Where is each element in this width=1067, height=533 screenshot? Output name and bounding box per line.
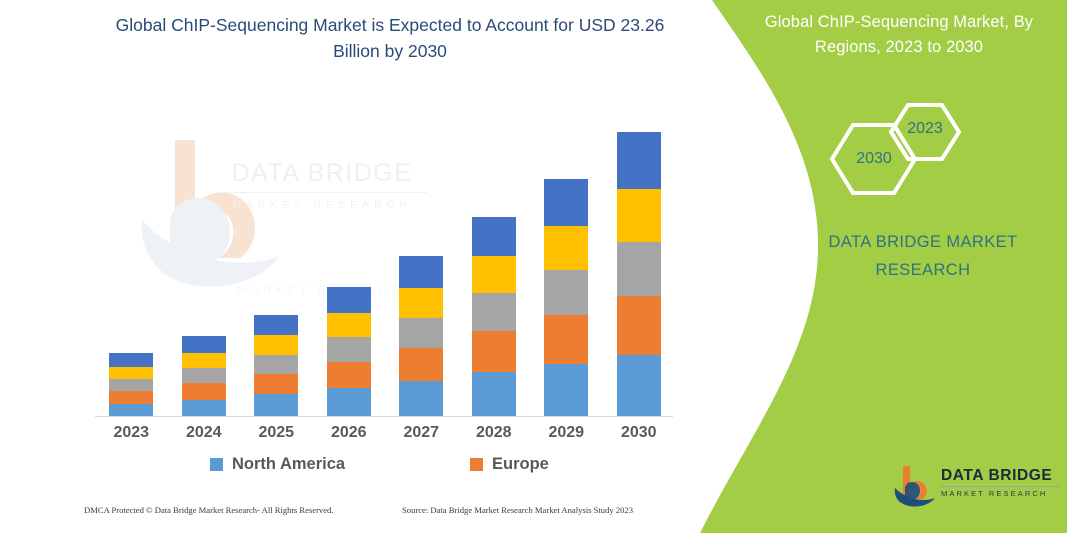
bar-segment-series-4: [109, 366, 154, 380]
x-axis-labels: 2023 2024 2025 2026 2027 2028 2029 2030: [95, 424, 675, 450]
x-axis-label-2029: 2029: [548, 424, 585, 441]
x-axis-line: [95, 416, 673, 417]
bar-segment-europe: [616, 296, 661, 355]
bar-segment-europe: [544, 314, 589, 364]
bar-segment-north-america: [616, 354, 661, 417]
footer-source: Source: Data Bridge Market Research Mark…: [402, 505, 634, 515]
bar-segment-series-4: [181, 352, 226, 368]
bar-segment-series-3: [109, 379, 154, 392]
bar-2028: [471, 217, 516, 417]
hexagon-group: 2030 2023: [820, 96, 1020, 214]
bar-segment-series-4: [544, 225, 589, 270]
bar-segment-series-4: [399, 287, 444, 318]
logo-wordmark: DATA BRIDGE MARKET RESEARCH: [941, 467, 1063, 499]
bar-segment-series-5: [254, 314, 299, 336]
bar-segment-series-3: [399, 317, 444, 349]
logo-tagline: MARKET RESEARCH: [941, 489, 1048, 498]
bar-segment-europe: [254, 374, 299, 395]
bar-segment-series-5: [616, 132, 661, 189]
bar-segment-north-america: [544, 363, 589, 417]
right-panel-title: Global ChIP-Sequencing Market, By Region…: [764, 13, 1034, 56]
bar-segment-north-america: [181, 399, 226, 417]
logo-divider: [941, 486, 1059, 487]
bar-segment-series-5: [399, 256, 444, 288]
bar-segment-series-5: [544, 179, 589, 226]
legend-item-europe[interactable]: Europe: [470, 455, 549, 474]
bar-segment-north-america: [399, 381, 444, 417]
bar-segment-north-america: [471, 371, 516, 417]
stacked-bar-plot: [95, 120, 675, 417]
bar-segment-europe: [181, 383, 226, 400]
bar-2029: [544, 179, 589, 417]
legend-swatch-icon: [210, 458, 223, 471]
bar-segment-north-america: [109, 403, 154, 417]
chart-title: Global ChIP-Sequencing Market is Expecte…: [115, 15, 665, 61]
bar-segment-europe: [109, 391, 154, 404]
bar-2026: [326, 286, 371, 417]
watermark-logo-icon: [141, 140, 280, 287]
logo-name: DATA BRIDGE: [941, 467, 1053, 484]
bar-segment-north-america: [254, 394, 299, 417]
bar-segment-series-4: [326, 312, 371, 338]
footer-copyright: DMCA Protected © Data Bridge Market Rese…: [84, 505, 334, 515]
brand-line-1: DATA BRIDGE MARKET: [828, 233, 1018, 251]
bar-segment-series-3: [181, 367, 226, 384]
bar-segment-series-4: [616, 188, 661, 242]
bar-segment-series-5: [471, 217, 516, 257]
bar-2024: [181, 336, 226, 417]
legend-label: Europe: [492, 455, 549, 473]
bar-segment-series-5: [326, 286, 371, 313]
brand-line-2: RESEARCH: [875, 261, 971, 279]
bar-segment-north-america: [326, 388, 371, 417]
x-axis-label-2027: 2027: [403, 424, 440, 441]
hexagon-2030-label: 2030: [856, 150, 892, 167]
x-axis-label-2030: 2030: [620, 424, 657, 441]
bar-segment-europe: [326, 361, 371, 389]
bar-2023: [109, 352, 154, 417]
bar-segment-series-3: [326, 337, 371, 362]
bar-2025: [254, 314, 299, 417]
bar-segment-series-5: [109, 352, 154, 367]
chart-footer: DMCA Protected © Data Bridge Market Rese…: [0, 505, 700, 527]
bar-segment-europe: [399, 348, 444, 382]
data-bridge-logo: DATA BRIDGE MARKET RESEARCH: [893, 463, 1061, 511]
bar-2030: [616, 132, 661, 417]
bar-segment-series-4: [254, 335, 299, 355]
bar-2027: [399, 256, 444, 417]
legend-swatch-icon: [470, 458, 483, 471]
data-bridge-logo-icon: [894, 466, 935, 507]
bar-segment-series-4: [471, 256, 516, 294]
legend-label: North America: [232, 455, 346, 473]
brand-wordmark: DATA BRIDGE MARKET RESEARCH: [788, 228, 1058, 284]
bar-segment-series-3: [544, 269, 589, 315]
bar-segment-series-3: [616, 241, 661, 297]
bar-segment-series-3: [471, 293, 516, 331]
x-axis-label-2028: 2028: [475, 424, 512, 441]
x-axis-label-2024: 2024: [185, 424, 222, 441]
hexagon-2023-shape: [888, 103, 962, 161]
legend-item-north-america[interactable]: North America: [210, 455, 345, 474]
x-axis-label-2025: 2025: [258, 424, 295, 441]
x-axis-label-2026: 2026: [330, 424, 367, 441]
x-axis-label-2023: 2023: [113, 424, 150, 441]
chart-legend: North America Europe: [95, 455, 675, 481]
hexagon-2023-label: 2023: [907, 120, 943, 137]
bar-segment-europe: [471, 331, 516, 372]
bar-segment-series-3: [254, 354, 299, 375]
bar-segment-series-5: [181, 336, 226, 353]
